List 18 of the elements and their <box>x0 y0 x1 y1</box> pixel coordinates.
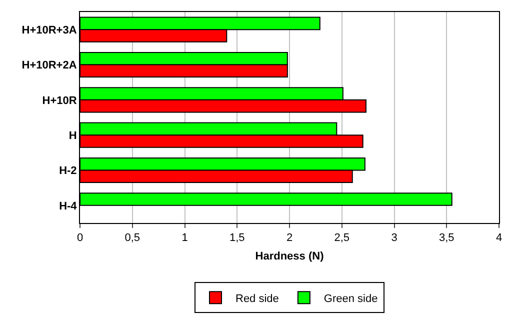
y-tick-label: H-4 <box>59 200 78 212</box>
legend-label: Red side <box>236 292 279 305</box>
x-tick-label: 2 <box>286 232 293 244</box>
y-tick-label: H+10R+2A <box>22 60 77 72</box>
x-tick-label: 0 <box>76 232 84 244</box>
y-tick-label: H+10R+3A <box>22 24 77 36</box>
x-tick-label: 1,5 <box>229 232 245 244</box>
x-tick-label: 2,5 <box>334 232 350 244</box>
y-tick-label: H <box>68 130 77 142</box>
x-tick-label: 3,5 <box>438 232 454 244</box>
y-tick-label: H-2 <box>59 165 77 178</box>
x-tick-label: 4 <box>496 232 502 244</box>
y-tick-label: H+10R <box>42 94 77 107</box>
x-tick-label: 0,5 <box>124 232 140 244</box>
legend-label: Green side <box>324 292 378 305</box>
x-axis-title: Hardness (N) <box>255 250 324 262</box>
x-tick-label: 1 <box>182 232 188 244</box>
x-tick-label: 3 <box>391 232 398 244</box>
